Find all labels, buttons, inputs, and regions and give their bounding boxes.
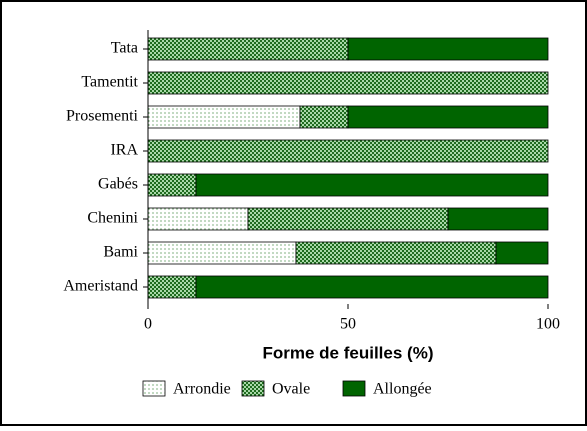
bar-segment: [147, 275, 197, 299]
bar-segment: [147, 37, 349, 61]
bar-segment: [447, 207, 549, 231]
x-axis-title: Forme de feuilles (%): [263, 343, 434, 362]
y-tick-label: Gabés: [98, 176, 138, 193]
bar-segment: [495, 241, 549, 265]
legend-label: Arrondie: [173, 381, 231, 398]
bar-segment: [295, 241, 497, 265]
bar-segment: [147, 241, 297, 265]
bar-segment: [247, 207, 449, 231]
bar-segment: [147, 71, 549, 95]
bar-segment: [195, 173, 549, 197]
bar-segment: [299, 105, 349, 129]
y-tick-label: Prosementi: [66, 108, 139, 125]
legend-swatch: [142, 380, 166, 397]
legend-label: Ovale: [272, 381, 310, 398]
y-tick-label: IRA: [110, 142, 138, 159]
y-tick-label: Ameristand: [63, 278, 138, 295]
x-tick-label: 100: [536, 316, 560, 333]
legend-label: Allongée: [373, 381, 432, 398]
legend-swatch: [342, 380, 366, 397]
bar-segment: [347, 105, 549, 129]
bar-segment: [147, 139, 549, 163]
y-tick-label: Tata: [111, 40, 138, 57]
x-tick-label: 0: [144, 316, 152, 333]
y-tick-label: Tamentit: [81, 74, 138, 91]
bar-segment: [147, 105, 301, 129]
bar-segment: [347, 37, 549, 61]
legend-swatch: [241, 380, 265, 397]
y-tick-label: Chenini: [87, 210, 138, 227]
bar-segment: [195, 275, 549, 299]
bar-segment: [147, 173, 197, 197]
y-tick-label: Bami: [103, 244, 138, 261]
bar-segment: [147, 207, 249, 231]
x-tick-label: 50: [340, 316, 356, 333]
